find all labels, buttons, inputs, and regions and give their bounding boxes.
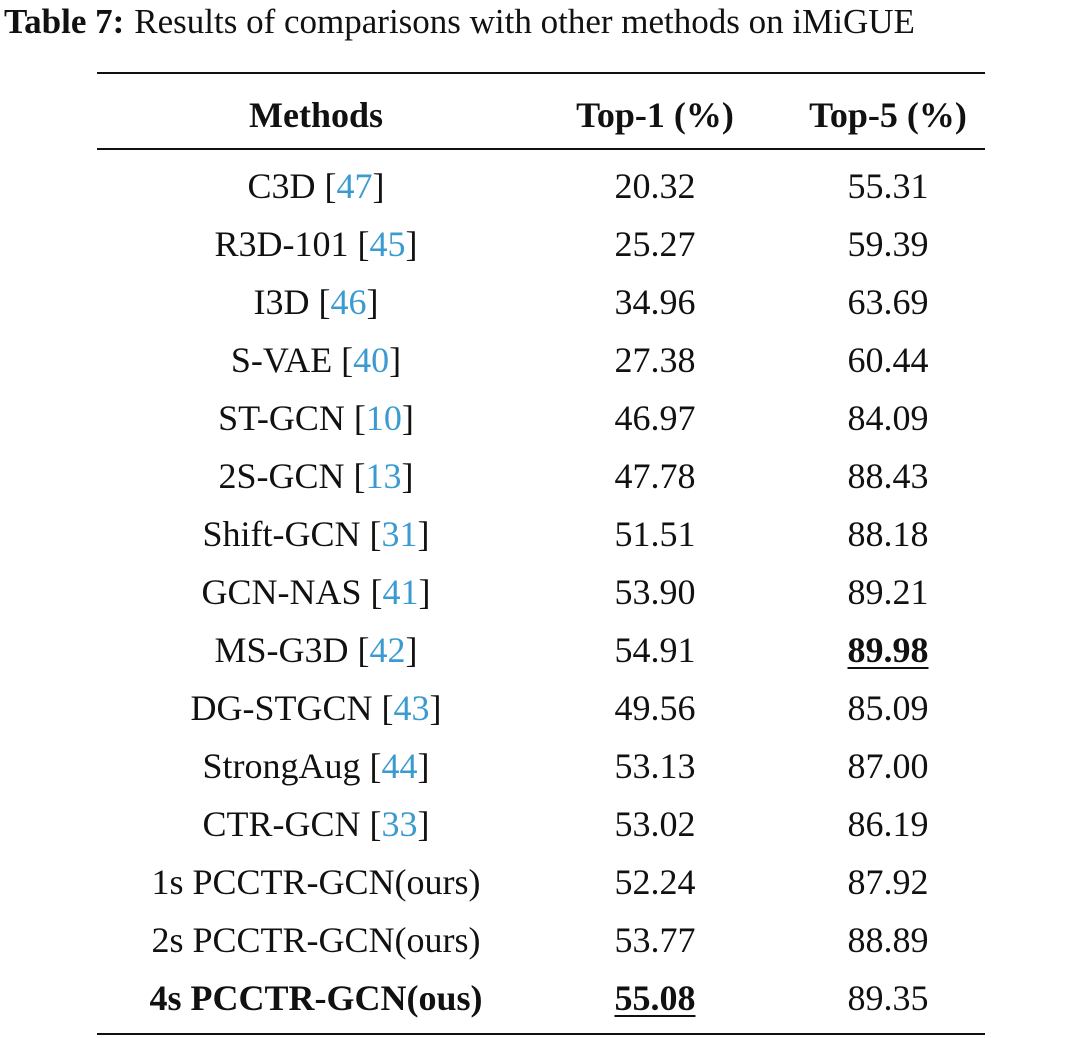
method-text: ] — [417, 514, 430, 554]
citation: 41 — [382, 572, 419, 612]
top1-cell: 20.32 — [614, 166, 696, 206]
top5-cell: 63.69 — [847, 282, 929, 322]
method-cell: Shift-GCN [31] — [203, 505, 430, 563]
method-text: ] — [417, 804, 430, 844]
citation: 10 — [365, 398, 402, 438]
caption-text: Results of comparisons with other method… — [134, 2, 915, 41]
method-cell: CTR-GCN [33] — [203, 795, 430, 853]
method-text: ] — [405, 224, 418, 264]
citation: 33 — [381, 804, 418, 844]
method-text: ] — [429, 688, 442, 728]
method-text: StrongAug [ — [202, 746, 382, 786]
method-text: ] — [401, 398, 414, 438]
header-cell: Methods — [249, 95, 383, 135]
method-cell: StrongAug [44] — [203, 737, 430, 795]
top1-cell: 51.51 — [614, 514, 696, 554]
mid-rule — [97, 148, 985, 150]
method-text: ] — [372, 166, 385, 206]
top5-cell: 59.39 — [847, 224, 929, 264]
top5-cell: 55.31 — [847, 166, 929, 206]
citation: 13 — [365, 456, 402, 496]
citation: 43 — [393, 688, 430, 728]
method-cell: ST-GCN [10] — [218, 389, 414, 447]
method-text: I3D [ — [253, 282, 331, 322]
top5-cell: 85.09 — [847, 688, 929, 728]
top5-cell: 86.19 — [847, 804, 929, 844]
citation: 45 — [369, 224, 406, 264]
top1-cell: 25.27 — [614, 224, 696, 264]
method-text: S-VAE [ — [230, 340, 354, 380]
method-text: 2S-GCN [ — [218, 456, 366, 496]
top5-cell: 84.09 — [847, 398, 929, 438]
citation: 42 — [369, 630, 406, 670]
method-text: 4s PCCTR-GCN(ous) — [149, 978, 483, 1018]
method-text: ST-GCN [ — [218, 398, 366, 438]
method-cell: 2S-GCN [13] — [218, 447, 413, 505]
method-text: ] — [418, 572, 431, 612]
top5-cell: 89.21 — [847, 572, 929, 612]
top5-cell: 89.98 — [847, 630, 929, 670]
top1-cell: 55.08 — [614, 978, 696, 1018]
top1-cell: 54.91 — [614, 630, 696, 670]
top1-cell: 46.97 — [614, 398, 696, 438]
method-text: 1s PCCTR-GCN(ours) — [151, 862, 481, 902]
citation: 44 — [381, 746, 418, 786]
method-cell: MS-G3D [42] — [214, 621, 417, 679]
top5-cell: 88.43 — [847, 456, 929, 496]
header-cell: Top-5 (%) — [809, 95, 967, 135]
method-cell: C3D [47] — [248, 157, 385, 215]
top1-cell: 34.96 — [614, 282, 696, 322]
method-text: ] — [366, 282, 379, 322]
top1-cell: 53.02 — [614, 804, 696, 844]
top1-cell: 53.13 — [614, 746, 696, 786]
top5-cell: 88.89 — [847, 920, 929, 960]
method-text: Shift-GCN [ — [202, 514, 382, 554]
top-rule — [97, 72, 985, 74]
method-text: C3D [ — [247, 166, 337, 206]
citation: 40 — [353, 340, 390, 380]
top5-cell: 87.92 — [847, 862, 929, 902]
method-text: ] — [417, 746, 430, 786]
method-text: DG-STGCN [ — [190, 688, 394, 728]
method-text: MS-G3D [ — [214, 630, 370, 670]
method-text: ] — [389, 340, 402, 380]
method-cell: DG-STGCN [43] — [191, 679, 442, 737]
bottom-rule — [97, 1033, 985, 1035]
method-cell: 1s PCCTR-GCN(ours) — [151, 853, 480, 911]
method-text: 2s PCCTR-GCN(ours) — [151, 920, 481, 960]
header-cell: Top-1 (%) — [576, 95, 734, 135]
method-cell: 2s PCCTR-GCN(ours) — [151, 911, 480, 969]
method-cell: R3D-101 [45] — [215, 215, 418, 273]
method-text: ] — [405, 630, 418, 670]
method-text: CTR-GCN [ — [202, 804, 382, 844]
citation: 31 — [381, 514, 418, 554]
citation: 46 — [330, 282, 367, 322]
method-cell: GCN-NAS [41] — [201, 563, 430, 621]
method-cell: I3D [46] — [254, 273, 379, 331]
method-cell: 4s PCCTR-GCN(ous) — [150, 969, 483, 1027]
top1-cell: 49.56 — [614, 688, 696, 728]
method-text: ] — [401, 456, 414, 496]
method-text: R3D-101 [ — [214, 224, 370, 264]
method-cell: S-VAE [40] — [231, 331, 401, 389]
top5-cell: 88.18 — [847, 514, 929, 554]
top1-cell: 52.24 — [614, 862, 696, 902]
citation: 47 — [336, 166, 373, 206]
top5-cell: 87.00 — [847, 746, 929, 786]
method-text: GCN-NAS [ — [201, 572, 383, 612]
top1-cell: 47.78 — [614, 456, 696, 496]
top1-cell: 53.77 — [614, 920, 696, 960]
top5-cell: 89.35 — [847, 978, 929, 1018]
top1-cell: 27.38 — [614, 340, 696, 380]
caption: Table 7: Results of comparisons with othe… — [4, 0, 915, 44]
top5-cell: 60.44 — [847, 340, 929, 380]
top1-cell: 53.90 — [614, 572, 696, 612]
caption-label: Table 7: — [4, 2, 125, 41]
